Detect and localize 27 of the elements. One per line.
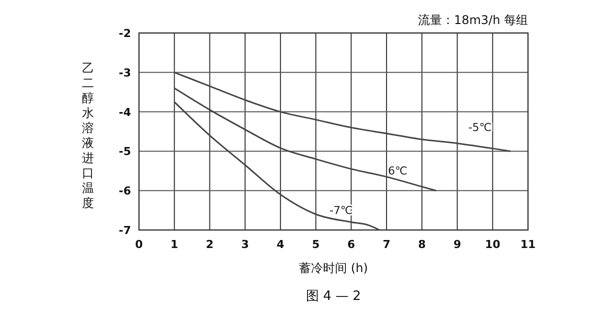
series-label: -5℃ bbox=[468, 121, 492, 134]
x-axis-title: 蓄冷时间 (h) bbox=[299, 261, 368, 275]
x-tick-label: 7 bbox=[382, 238, 390, 251]
x-tick-label: 8 bbox=[418, 238, 426, 251]
x-tick-label: 3 bbox=[241, 238, 249, 251]
x-tick-label: 6 bbox=[347, 238, 356, 251]
series-label: 6℃ bbox=[388, 164, 408, 178]
line-series bbox=[174, 72, 512, 152]
y-tick-label: -3 bbox=[118, 66, 131, 80]
x-tick-label: 11 bbox=[520, 238, 536, 251]
y-tick-label: -2 bbox=[118, 27, 131, 40]
line-series bbox=[174, 101, 380, 231]
x-tick-label: 4 bbox=[276, 238, 285, 251]
x-tick-label: 5 bbox=[312, 238, 320, 251]
x-tick-label: 10 bbox=[484, 238, 501, 251]
y-tick-label: -7 bbox=[118, 224, 131, 237]
x-tick-label: 1 bbox=[170, 238, 178, 251]
y-tick-label: -6 bbox=[118, 184, 132, 198]
x-tick-label: 0 bbox=[135, 238, 144, 251]
caption: 图 4 — 2 bbox=[306, 289, 361, 304]
x-tick-label: 9 bbox=[453, 238, 462, 251]
y-tick-label: -5 bbox=[118, 145, 131, 158]
text: 乙二醇水溶液进口温度 bbox=[82, 61, 94, 210]
line-series bbox=[174, 87, 437, 192]
y-tick-label: -4 bbox=[118, 106, 132, 119]
chart-title: 流量：18m3/h 每组 bbox=[418, 13, 528, 27]
x-tick-label: 2 bbox=[206, 238, 214, 251]
